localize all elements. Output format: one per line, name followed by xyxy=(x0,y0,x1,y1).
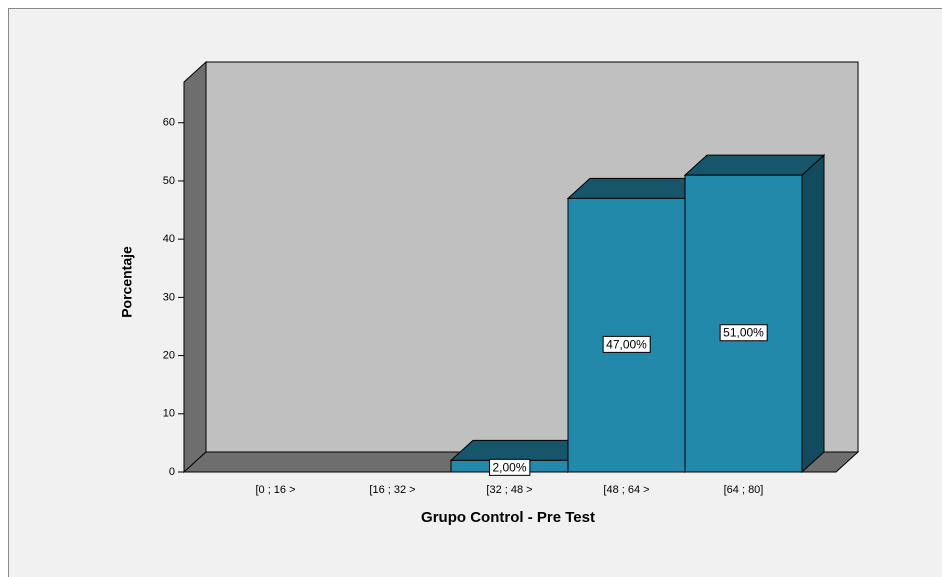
x-tick-label: [0 ; 16 > xyxy=(255,484,295,496)
y-tick-label: 50 xyxy=(163,175,175,187)
value-label-box xyxy=(602,335,651,353)
x-axis-label: Grupo Control - Pre Test xyxy=(421,509,595,526)
bar xyxy=(684,174,803,473)
bar xyxy=(567,197,686,473)
y-tick-label: 60 xyxy=(163,117,175,129)
y-tick-label: 10 xyxy=(163,408,175,420)
x-tick-label: [64 ; 80] xyxy=(724,484,764,496)
y-tick-label: 30 xyxy=(163,291,175,303)
value-label: 47,00% xyxy=(606,337,647,351)
x-tick-label: [48 ; 64 > xyxy=(603,484,649,496)
value-label-box xyxy=(488,458,531,476)
y-tick-label: 40 xyxy=(163,233,175,245)
y-tick-label: 20 xyxy=(163,349,175,361)
value-label: 51,00% xyxy=(723,326,764,340)
y-axis-label: Porcentaje xyxy=(119,246,135,318)
value-label-box xyxy=(719,324,768,342)
y-tick-label: 0 xyxy=(169,466,175,478)
bar-side xyxy=(801,154,825,474)
left-wall xyxy=(183,60,207,474)
bar-top xyxy=(683,154,826,176)
value-label: 2,00% xyxy=(492,460,526,474)
x-tick-label: [32 ; 48 > xyxy=(486,484,532,496)
x-tick-label: [16 ; 32 > xyxy=(369,484,415,496)
